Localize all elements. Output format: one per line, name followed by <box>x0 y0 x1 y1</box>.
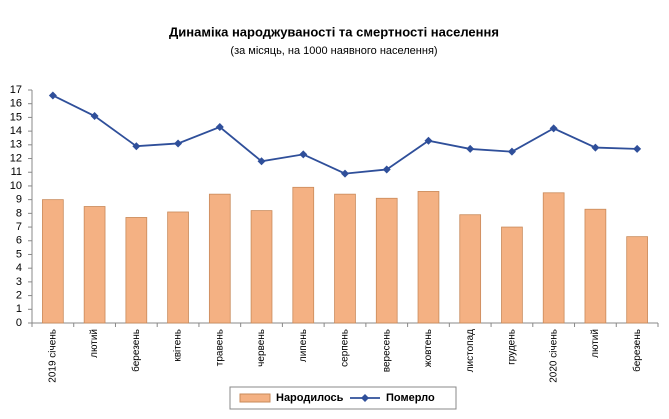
x-tick-label: червень <box>256 329 267 367</box>
bar <box>167 211 189 324</box>
legend-label: Народилось <box>276 392 344 404</box>
marker <box>174 139 183 148</box>
bar <box>250 210 273 324</box>
marker <box>549 124 558 133</box>
bar <box>501 226 523 324</box>
bar <box>208 193 231 324</box>
y-tick-label: 2 <box>16 289 22 301</box>
x-tick-label: 2019 січень <box>48 329 59 383</box>
marker <box>299 150 308 159</box>
x-tick-label: грудень <box>507 329 518 365</box>
x-tick-label: листопад <box>465 329 476 372</box>
y-tick-label: 10 <box>10 180 22 192</box>
marker <box>424 136 433 145</box>
bar <box>83 206 106 324</box>
y-tick-label: 7 <box>16 221 22 233</box>
y-tick-label: 16 <box>10 98 22 110</box>
x-tick-label: 2020 січень <box>548 329 559 383</box>
marker <box>257 157 266 166</box>
bar <box>584 208 607 324</box>
bar <box>417 191 440 324</box>
marker <box>90 112 99 121</box>
marker <box>215 123 224 132</box>
bar <box>125 217 148 324</box>
marker <box>591 143 600 152</box>
y-tick-label: 14 <box>10 125 22 137</box>
marker <box>132 142 141 151</box>
x-tick-label: квітень <box>173 329 184 362</box>
legend-label: Померло <box>386 392 435 404</box>
line <box>52 94 638 175</box>
x-tick-label: травень <box>214 329 225 366</box>
y-tick-label: 3 <box>16 276 22 288</box>
x-tick-label: березень <box>130 329 142 372</box>
legend-box <box>229 386 457 410</box>
legend-marker <box>361 394 369 402</box>
bar <box>334 193 356 324</box>
bar <box>292 186 315 324</box>
bar <box>626 236 648 324</box>
bar <box>375 197 398 324</box>
bar <box>542 192 565 324</box>
y-tick-label: 0 <box>16 317 22 329</box>
x-tick-label: березень <box>631 329 643 372</box>
y-tick-label: 15 <box>10 111 22 123</box>
y-tick-label: 8 <box>16 207 22 219</box>
bar <box>459 214 482 324</box>
marker <box>466 144 475 153</box>
bar <box>42 199 64 324</box>
y-tick-label: 11 <box>11 166 22 178</box>
y-tick-label: 12 <box>10 152 22 164</box>
y-tick-label: 6 <box>16 235 22 247</box>
x-tick-label: лютий <box>89 329 100 358</box>
chart-title: Динаміка народжуваності та смертності на… <box>169 24 499 39</box>
y-tick-label: 1 <box>16 303 22 315</box>
y-tick-label: 9 <box>16 194 22 206</box>
x-tick-label: жовтень <box>423 329 434 367</box>
marker <box>507 147 516 156</box>
marker <box>341 169 349 178</box>
marker <box>48 91 57 100</box>
y-tick-label: 5 <box>16 248 22 260</box>
legend-swatch <box>239 393 271 403</box>
x-tick-label: вересень <box>381 329 392 372</box>
chart-subtitle: (за місяць, на 1000 наявного населення) <box>230 45 437 57</box>
x-tick-label: липень <box>298 329 309 362</box>
x-tick-label: лютий <box>590 329 601 358</box>
y-tick-label: 4 <box>16 262 22 274</box>
y-tick-label: 13 <box>10 139 22 151</box>
x-tick-label: серпень <box>340 329 351 367</box>
marker <box>382 165 391 174</box>
y-tick-label: 17 <box>10 84 22 96</box>
marker <box>633 144 642 153</box>
